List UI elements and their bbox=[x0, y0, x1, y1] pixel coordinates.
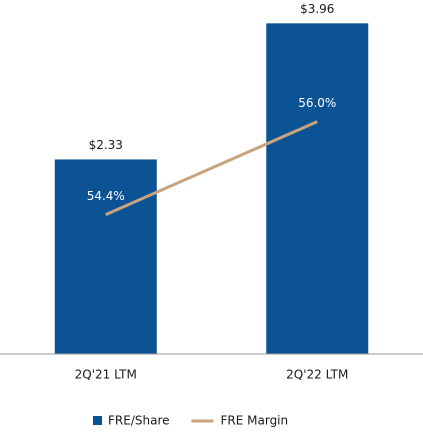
bar bbox=[54, 159, 157, 354]
legend-label: FRE/Share bbox=[108, 414, 170, 428]
line bbox=[105, 120, 318, 216]
legend-label: FRE Margin bbox=[221, 414, 289, 428]
legend-swatch bbox=[93, 416, 102, 425]
x-tick-label: 2Q'21 LTM bbox=[75, 368, 137, 382]
bar bbox=[266, 23, 369, 355]
value-label: $2.33 bbox=[89, 138, 123, 152]
x-tick-label: 2Q'22 LTM bbox=[286, 368, 348, 382]
value-label: 54.4% bbox=[87, 189, 125, 203]
value-label: 56.0% bbox=[298, 96, 336, 110]
value-label: $3.96 bbox=[300, 2, 334, 16]
